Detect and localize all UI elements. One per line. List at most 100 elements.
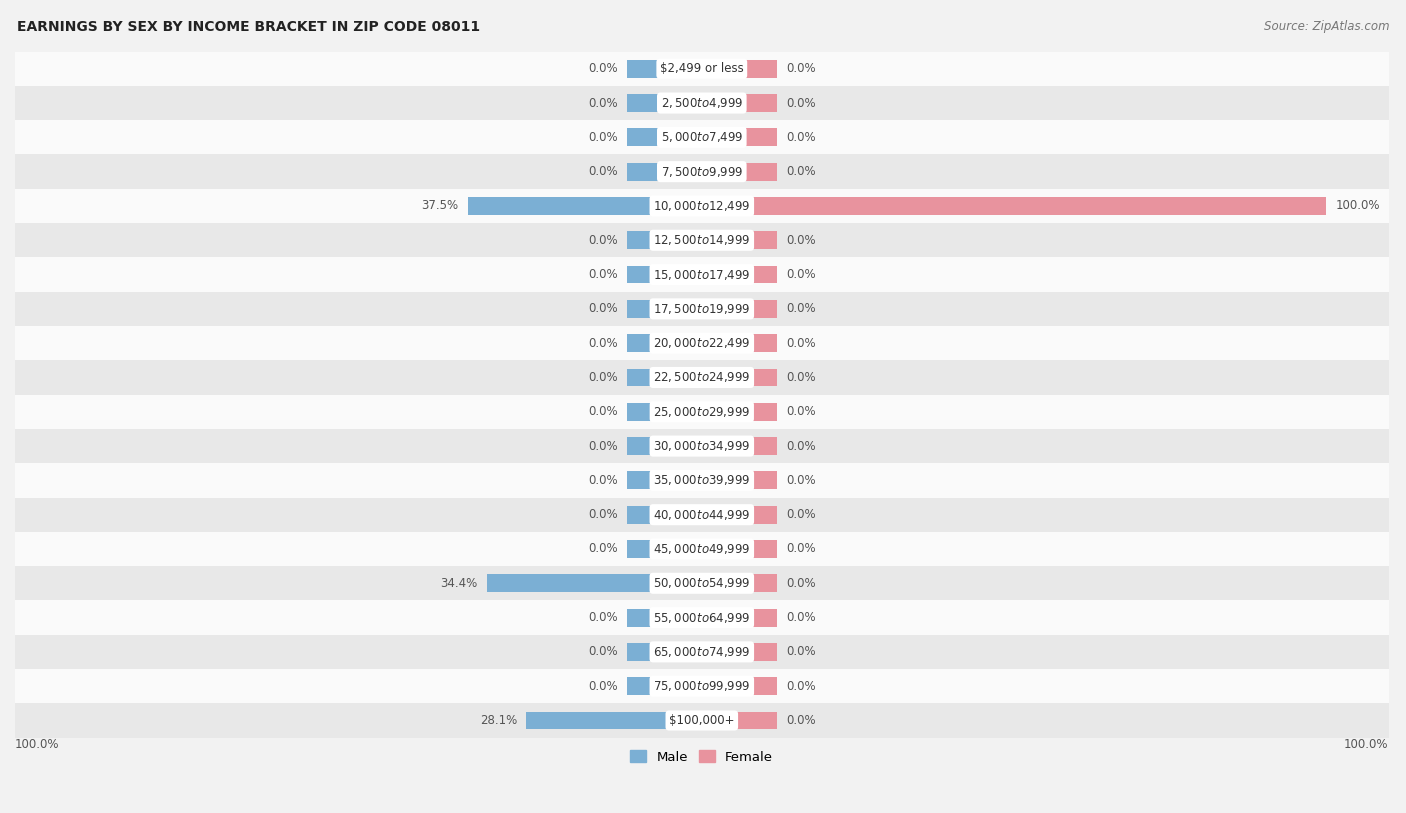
Bar [0, 154, 1406, 189]
Text: 0.0%: 0.0% [786, 474, 815, 487]
Text: 100.0%: 100.0% [15, 737, 59, 750]
Text: 0.0%: 0.0% [786, 440, 815, 453]
Text: $65,000 to $74,999: $65,000 to $74,999 [652, 645, 751, 659]
Bar [702, 437, 776, 455]
Bar [702, 128, 776, 146]
Bar [627, 232, 702, 249]
Bar [702, 472, 776, 489]
Text: 0.0%: 0.0% [588, 63, 617, 76]
Text: $55,000 to $64,999: $55,000 to $64,999 [652, 611, 751, 624]
Bar [702, 163, 776, 180]
Text: $100,000+: $100,000+ [669, 714, 734, 727]
Text: 34.4%: 34.4% [440, 576, 478, 589]
Bar [627, 609, 702, 627]
Text: 100.0%: 100.0% [1344, 737, 1389, 750]
Text: $40,000 to $44,999: $40,000 to $44,999 [652, 507, 751, 522]
Text: $35,000 to $39,999: $35,000 to $39,999 [652, 473, 751, 487]
Bar [702, 540, 776, 558]
Text: 0.0%: 0.0% [588, 474, 617, 487]
Text: 0.0%: 0.0% [588, 268, 617, 281]
Text: 0.0%: 0.0% [588, 165, 617, 178]
Text: 0.0%: 0.0% [786, 680, 815, 693]
Text: $22,500 to $24,999: $22,500 to $24,999 [652, 371, 751, 385]
Text: 0.0%: 0.0% [588, 646, 617, 659]
Text: 0.0%: 0.0% [786, 337, 815, 350]
Text: 0.0%: 0.0% [588, 97, 617, 110]
Bar [702, 711, 776, 729]
Bar [627, 540, 702, 558]
Bar [486, 574, 702, 592]
Bar [702, 266, 776, 284]
Text: $7,500 to $9,999: $7,500 to $9,999 [661, 165, 742, 179]
Bar [0, 360, 1406, 394]
Text: 0.0%: 0.0% [786, 63, 815, 76]
Text: 0.0%: 0.0% [588, 440, 617, 453]
Bar [702, 197, 1326, 215]
Bar [627, 266, 702, 284]
Bar [702, 403, 776, 420]
Text: 0.0%: 0.0% [786, 542, 815, 555]
Text: $50,000 to $54,999: $50,000 to $54,999 [652, 576, 751, 590]
Bar [627, 94, 702, 112]
Bar [0, 326, 1406, 360]
Text: $17,500 to $19,999: $17,500 to $19,999 [652, 302, 751, 316]
Bar [627, 334, 702, 352]
Bar [0, 223, 1406, 258]
Bar [0, 601, 1406, 635]
Text: 0.0%: 0.0% [588, 542, 617, 555]
Text: 0.0%: 0.0% [786, 131, 815, 144]
Text: 0.0%: 0.0% [588, 302, 617, 315]
Text: 0.0%: 0.0% [786, 508, 815, 521]
Text: $20,000 to $22,499: $20,000 to $22,499 [652, 336, 751, 350]
Bar [526, 711, 702, 729]
Text: EARNINGS BY SEX BY INCOME BRACKET IN ZIP CODE 08011: EARNINGS BY SEX BY INCOME BRACKET IN ZIP… [17, 20, 479, 34]
Text: 0.0%: 0.0% [786, 268, 815, 281]
Text: $75,000 to $99,999: $75,000 to $99,999 [652, 679, 751, 693]
Text: 0.0%: 0.0% [786, 576, 815, 589]
Text: 0.0%: 0.0% [786, 371, 815, 384]
Bar [0, 258, 1406, 292]
Text: $12,500 to $14,999: $12,500 to $14,999 [652, 233, 751, 247]
Bar [627, 60, 702, 78]
Bar [702, 677, 776, 695]
Bar [0, 292, 1406, 326]
Text: 0.0%: 0.0% [588, 371, 617, 384]
Bar [0, 566, 1406, 601]
Text: 0.0%: 0.0% [786, 234, 815, 247]
Bar [702, 643, 776, 661]
Bar [627, 300, 702, 318]
Text: $15,000 to $17,499: $15,000 to $17,499 [652, 267, 751, 281]
Text: $2,500 to $4,999: $2,500 to $4,999 [661, 96, 742, 110]
Bar [0, 86, 1406, 120]
Bar [627, 128, 702, 146]
Bar [702, 94, 776, 112]
Text: 0.0%: 0.0% [588, 508, 617, 521]
Bar [0, 394, 1406, 429]
Bar [702, 368, 776, 386]
Bar [702, 232, 776, 249]
Text: $25,000 to $29,999: $25,000 to $29,999 [654, 405, 751, 419]
Text: 0.0%: 0.0% [588, 680, 617, 693]
Bar [0, 463, 1406, 498]
Bar [0, 703, 1406, 737]
Bar [627, 437, 702, 455]
Text: 0.0%: 0.0% [786, 714, 815, 727]
Legend: Male, Female: Male, Female [626, 745, 779, 769]
Text: 0.0%: 0.0% [588, 337, 617, 350]
Bar [702, 609, 776, 627]
Text: $45,000 to $49,999: $45,000 to $49,999 [652, 542, 751, 556]
Text: 0.0%: 0.0% [588, 611, 617, 624]
Text: 0.0%: 0.0% [786, 405, 815, 418]
Bar [0, 532, 1406, 566]
Text: 28.1%: 28.1% [479, 714, 517, 727]
Bar [702, 506, 776, 524]
Bar [0, 498, 1406, 532]
Bar [702, 574, 776, 592]
Bar [627, 472, 702, 489]
Bar [0, 51, 1406, 86]
Text: 0.0%: 0.0% [786, 97, 815, 110]
Bar [0, 429, 1406, 463]
Bar [0, 635, 1406, 669]
Text: 37.5%: 37.5% [422, 199, 458, 212]
Text: Source: ZipAtlas.com: Source: ZipAtlas.com [1264, 20, 1389, 33]
